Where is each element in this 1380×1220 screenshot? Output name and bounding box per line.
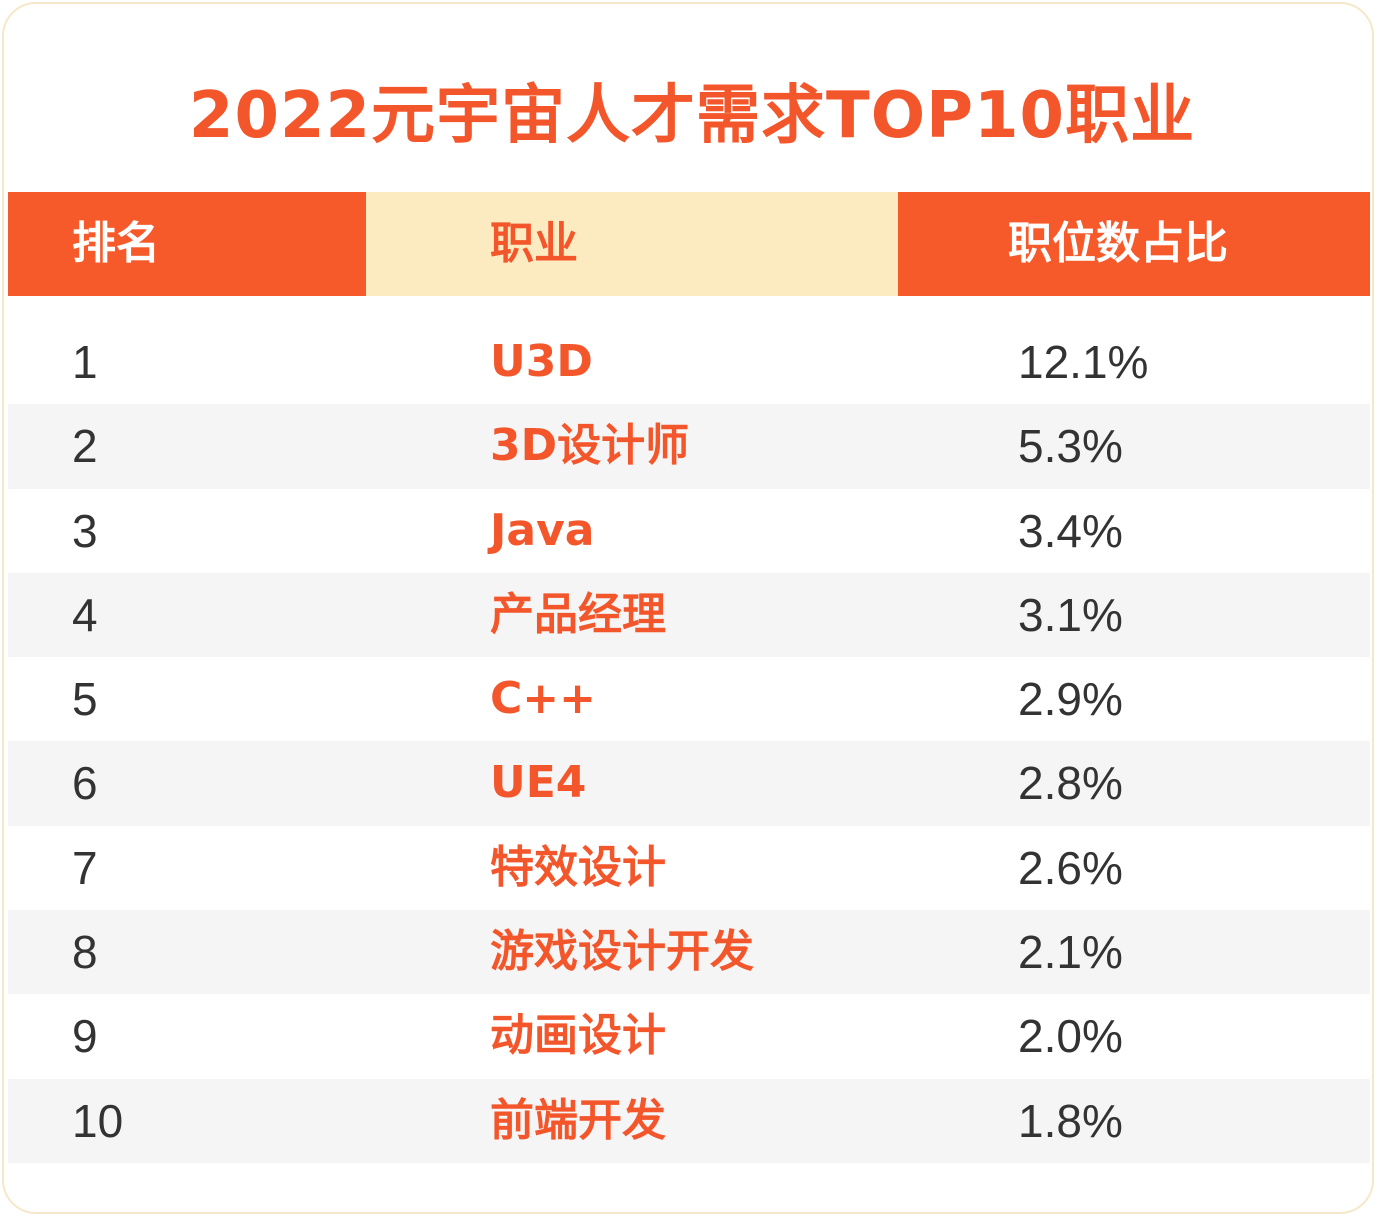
rank-cell: 2	[72, 420, 98, 473]
table-row: 2 3D设计师 5.3%	[8, 404, 1370, 489]
job-cell: 游戏设计开发	[490, 926, 754, 978]
table-row: 3 Java 3.4%	[8, 489, 1370, 573]
job-cell: C++	[490, 673, 597, 725]
share-cell: 2.0%	[1018, 1010, 1123, 1063]
table-header: 排名 职业 职位数占比	[8, 192, 1370, 296]
job-cell: UE4	[490, 757, 587, 809]
rank-cell: 8	[72, 926, 98, 979]
rank-cell: 3	[72, 504, 98, 557]
table-row: 5 C++ 2.9%	[8, 657, 1370, 741]
rank-cell: 5	[72, 673, 98, 726]
job-cell: U3D	[490, 336, 593, 387]
table-row: 9 动画设计 2.0%	[8, 994, 1370, 1078]
share-cell: 2.8%	[1018, 757, 1123, 810]
share-cell: 3.4%	[1018, 504, 1123, 557]
header-share: 职位数占比	[898, 192, 1370, 296]
table-row: 4 产品经理 3.1%	[8, 572, 1370, 658]
rank-cell: 4	[72, 588, 98, 641]
share-cell: 3.1%	[1018, 588, 1123, 641]
rank-cell: 10	[72, 1094, 124, 1147]
rank-cell: 9	[72, 1010, 98, 1063]
table-row: 10 前端开发 1.8%	[8, 1078, 1370, 1163]
rank-cell: 6	[72, 757, 98, 810]
job-cell: 前端开发	[490, 1094, 666, 1146]
job-cell: 特效设计	[490, 841, 666, 893]
rank-cell: 1	[72, 336, 98, 388]
job-cell: Java	[490, 504, 595, 556]
share-cell: 1.8%	[1018, 1094, 1123, 1147]
table-body: 1 U3D 12.1% 2 3D设计师 5.3% 3 Java 3.4% 4 产品经理 3.1% 5 C+…	[8, 320, 1370, 1163]
share-cell: 2.1%	[1018, 926, 1123, 979]
header-rank: 排名	[8, 192, 366, 296]
table-row: 1 U3D 12.1%	[8, 320, 1370, 404]
job-cell: 产品经理	[490, 588, 666, 640]
table-row: 7 特效设计 2.6%	[8, 826, 1370, 910]
share-cell: 5.3%	[1018, 420, 1123, 473]
table-row: 8 游戏设计开发 2.1%	[8, 910, 1370, 995]
job-cell: 动画设计	[490, 1010, 666, 1062]
share-cell: 2.9%	[1018, 673, 1123, 726]
share-cell: 12.1%	[1018, 336, 1149, 388]
rank-cell: 7	[72, 841, 98, 894]
table-row: 6 UE4 2.8%	[8, 741, 1370, 826]
share-cell: 2.6%	[1018, 841, 1123, 894]
job-cell: 3D设计师	[490, 420, 690, 472]
header-job: 职业	[366, 192, 898, 296]
chart-title: 2022元宇宙人才需求TOP10职业	[188, 79, 1196, 153]
